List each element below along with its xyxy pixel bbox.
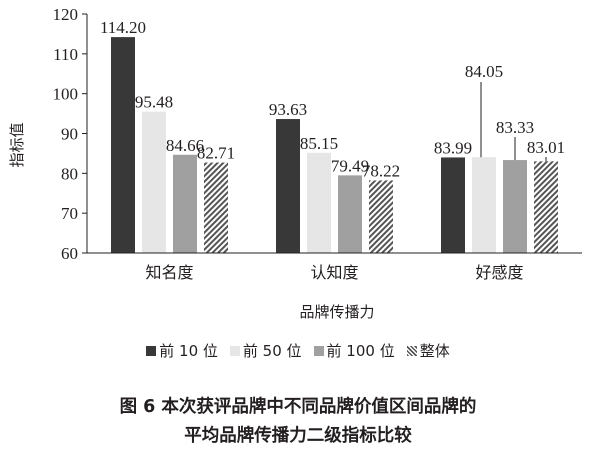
legend-label: 前 100 位 [326, 342, 395, 360]
category-label: 好感度 [475, 263, 523, 282]
legend-item: 前 100 位 [313, 340, 395, 361]
data-label: 83.33 [496, 118, 534, 137]
chart: 指标值 60 70 80 90 100 110 120 114.20 95.48 84.6682… [8, 5, 582, 321]
bar [142, 111, 166, 254]
y-tick-label: 120 [53, 5, 79, 24]
data-label: 83.99 [434, 138, 472, 157]
bar [307, 152, 331, 253]
bar [111, 37, 135, 253]
data-label: 79.49 [331, 156, 369, 175]
bar [276, 119, 300, 253]
y-tick-label: 80 [61, 164, 78, 183]
legend-label: 整体 [419, 342, 450, 360]
data-label: 114.20 [100, 18, 146, 37]
bar [503, 160, 527, 253]
category-label: 认知度 [310, 263, 358, 282]
legend-item: 前 50 位 [229, 340, 302, 361]
legend-label: 前 10 位 [159, 342, 218, 360]
y-tick-label: 100 [53, 85, 79, 104]
data-label: 85.15 [300, 134, 338, 153]
caption-line-2: 平均品牌传播力二级指标比较 [184, 426, 412, 446]
legend-swatch [313, 345, 324, 356]
figure-caption: 图 6 本次获评品牌中不同品牌价值区间品牌的 平均品牌传播力二级指标比较 [0, 393, 596, 451]
data-label: 93.63 [269, 100, 307, 119]
legend: 前 10 位 前 50 位 前 100 位 整体 [0, 340, 596, 361]
legend-label: 前 50 位 [242, 342, 302, 360]
bar [441, 157, 465, 253]
y-tick-label: 60 [61, 244, 78, 263]
bar [204, 162, 228, 253]
y-tick-label: 70 [61, 204, 78, 223]
data-label: 95.48 [135, 93, 173, 112]
data-label: 84.66 [166, 136, 204, 155]
bar [534, 161, 558, 253]
data-label: 78.22 [362, 161, 400, 180]
category-labels: 知名度 认知度 好感度 [145, 263, 523, 282]
data-label: 84.05 [465, 62, 503, 81]
caption-line-1: 图 6 本次获评品牌中不同品牌价值区间品牌的 [119, 397, 477, 417]
data-label: 83.01 [527, 138, 565, 157]
data-label: 82.71 [197, 144, 235, 163]
y-tick-label: 90 [61, 125, 78, 144]
y-axis-ticks: 60 70 80 90 100 110 120 [53, 5, 87, 263]
bars [111, 37, 558, 254]
bar [369, 180, 393, 253]
legend-swatch [229, 345, 240, 356]
y-axis-label: 指标值 [8, 122, 26, 167]
legend-item: 整体 [406, 340, 450, 361]
y-tick-label: 110 [53, 45, 78, 64]
legend-item: 前 10 位 [146, 340, 218, 361]
legend-swatch [406, 345, 417, 356]
x-axis-label: 品牌传播力 [299, 303, 374, 321]
bar [472, 157, 496, 253]
legend-swatch [146, 345, 157, 356]
category-label: 知名度 [145, 263, 193, 282]
bar [173, 154, 197, 253]
bar [338, 175, 362, 253]
